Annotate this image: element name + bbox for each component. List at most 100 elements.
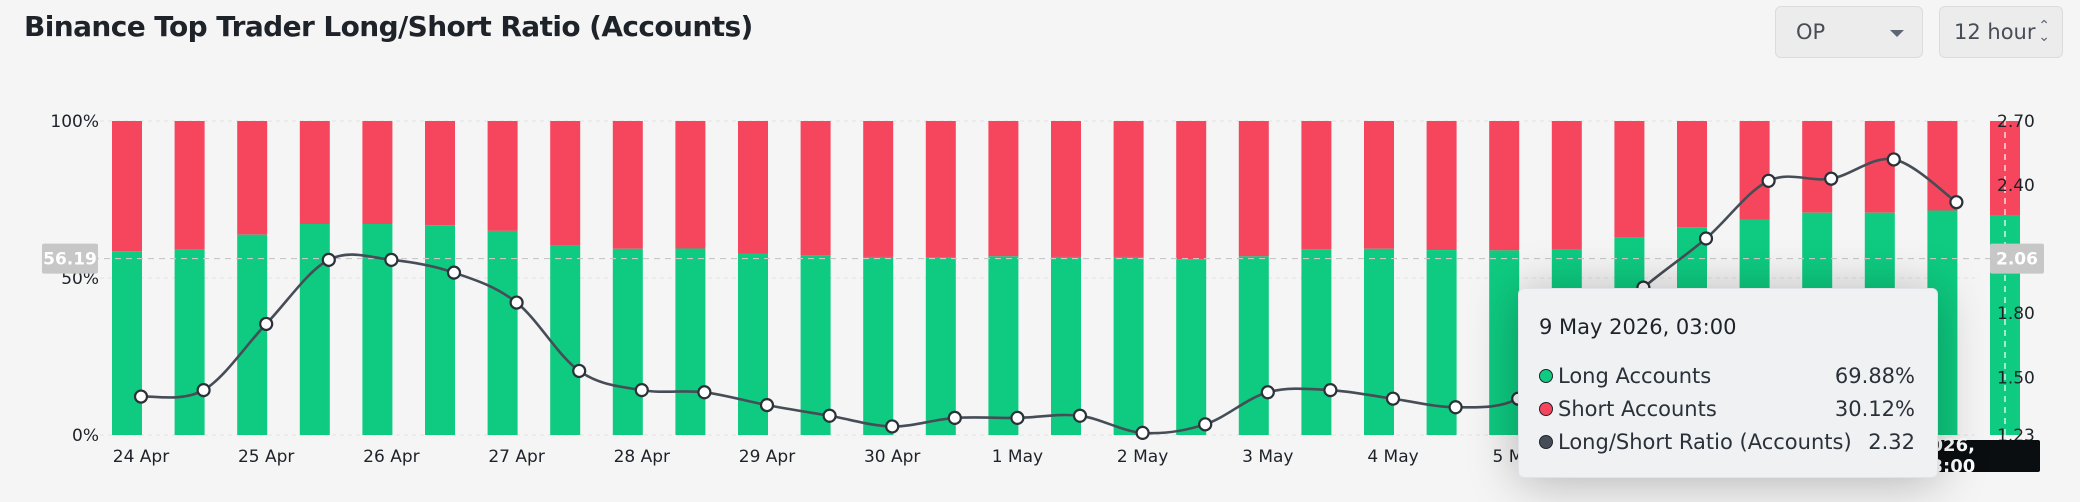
short-bar	[1489, 121, 1520, 251]
x-axis-tick: 25 Apr	[238, 447, 294, 467]
ratio-point	[321, 252, 336, 267]
x-axis-tick: 4 May	[1367, 447, 1418, 467]
x-axis-tick: 30 Apr	[864, 447, 920, 467]
ratio-point	[634, 383, 649, 398]
ratio-point	[259, 316, 274, 332]
x-axis-tick: 26 Apr	[363, 447, 419, 467]
long-bar	[237, 234, 268, 435]
short-bar	[1864, 121, 1895, 213]
short-bar	[1927, 121, 1958, 211]
long-bar	[925, 257, 956, 435]
left-axis-tick: 50%	[61, 269, 99, 289]
short-bar	[1051, 121, 1081, 257]
short-bar	[1113, 121, 1144, 257]
x-axis-tick: 1 May	[992, 447, 1043, 467]
reference-label-left: 56.19	[43, 250, 97, 270]
short-bar	[1551, 121, 1582, 250]
short-bar	[1802, 121, 1833, 213]
ratio-point	[196, 383, 211, 398]
ratio-point	[1323, 383, 1338, 398]
ratio-point	[1385, 391, 1401, 406]
short-bar	[299, 121, 330, 224]
short-bar	[1426, 121, 1457, 251]
chart-title: Binance Top Trader Long/Short Ratio (Acc…	[24, 10, 753, 43]
long-bar	[1238, 256, 1269, 435]
x-axis-tick: 29 Apr	[739, 447, 795, 467]
tooltip-label-long: Long Accounts	[1558, 363, 1712, 388]
chevron-down-icon	[1890, 30, 1904, 37]
right-axis-tick: 1.50	[1997, 368, 2035, 388]
ratio-point	[572, 363, 587, 379]
long-bar	[425, 225, 455, 435]
short-bar	[1176, 121, 1207, 260]
chart-tooltip: 9 May 2026, 03:00 Long Accounts 69.88% S…	[1518, 288, 1938, 478]
short-bar	[1364, 121, 1394, 249]
reference-label-right: 2.06	[1996, 250, 2038, 270]
tooltip-row-long: Long Accounts 69.88%	[1539, 359, 1915, 392]
x-axis-tick: 3 May	[1242, 447, 1293, 467]
pair-select[interactable]: OP	[1775, 6, 1923, 58]
right-axis-tick: 1.80	[1997, 304, 2035, 324]
ratio-point	[697, 385, 712, 400]
long-bar	[1301, 249, 1332, 435]
long-bar	[112, 251, 142, 435]
long-bar	[174, 249, 205, 435]
ratio-point	[446, 265, 462, 280]
x-axis-tick: 24 Apr	[113, 447, 169, 467]
x-axis-tick: 28 Apr	[614, 447, 670, 467]
tooltip-row-short: Short Accounts 30.12%	[1539, 392, 1915, 425]
x-axis-tick: 27 Apr	[488, 447, 544, 467]
ratio-point	[1949, 195, 1964, 210]
tooltip-date: 9 May 2026, 03:00	[1539, 315, 1737, 339]
tooltip-value-long: 69.88%	[1834, 363, 1915, 388]
ratio-point	[1824, 171, 1839, 186]
ratio-point	[947, 410, 962, 426]
ratio-point	[1448, 400, 1463, 415]
ratio-point	[1135, 425, 1150, 440]
ratio-point	[822, 408, 837, 423]
ratio-point	[1698, 231, 1714, 246]
long-bar	[1364, 248, 1394, 435]
long-bar	[612, 248, 643, 435]
reference-badge-right	[1990, 243, 2044, 274]
long-bar	[988, 256, 1019, 435]
long-bar	[487, 230, 518, 435]
tooltip-row-ratio: Long/Short Ratio (Accounts) 2.32	[1539, 425, 1915, 458]
short-bar	[1739, 121, 1770, 220]
right-axis-tick: 2.70	[1997, 112, 2035, 132]
short-bar	[1677, 121, 1707, 228]
ratio-line	[140, 157, 1958, 435]
short-bar	[112, 121, 142, 252]
tooltip-value-ratio: 2.32	[1868, 429, 1915, 454]
short-bar	[487, 121, 518, 231]
ratio-point	[1886, 152, 1901, 167]
short-bar	[925, 121, 956, 258]
long-bar	[1176, 259, 1207, 435]
long-bar	[863, 256, 894, 435]
short-bar	[988, 121, 1019, 257]
left-axis-tick: 100%	[50, 112, 99, 132]
ratio-point	[1010, 410, 1025, 426]
short-bar	[174, 121, 205, 250]
right-axis-tick: 2.40	[1997, 176, 2035, 196]
ratio-dot-icon	[1539, 434, 1553, 449]
ratio-point	[384, 252, 399, 267]
interval-select[interactable]: 12 hour ⌃ ⌄	[1939, 6, 2063, 58]
long-bar	[550, 245, 581, 435]
short-bar	[675, 121, 706, 249]
x-axis-tick: 2 May	[1117, 447, 1168, 467]
long-bar	[1113, 256, 1144, 435]
ratio-point	[133, 389, 149, 404]
short-bar	[612, 121, 643, 249]
reference-badge-left	[42, 243, 98, 274]
long-bar	[1051, 256, 1081, 435]
up-down-chevron-icon: ⌃ ⌄	[2038, 18, 2050, 45]
long-bar	[675, 248, 706, 435]
short-bar	[425, 121, 455, 226]
long-dot-icon	[1539, 368, 1553, 383]
ratio-point	[1072, 408, 1088, 423]
tooltip-label-short: Short Accounts	[1558, 396, 1717, 421]
short-bar	[362, 121, 393, 224]
tooltip-label-ratio: Long/Short Ratio (Accounts)	[1558, 429, 1852, 454]
short-bar	[1614, 121, 1645, 238]
